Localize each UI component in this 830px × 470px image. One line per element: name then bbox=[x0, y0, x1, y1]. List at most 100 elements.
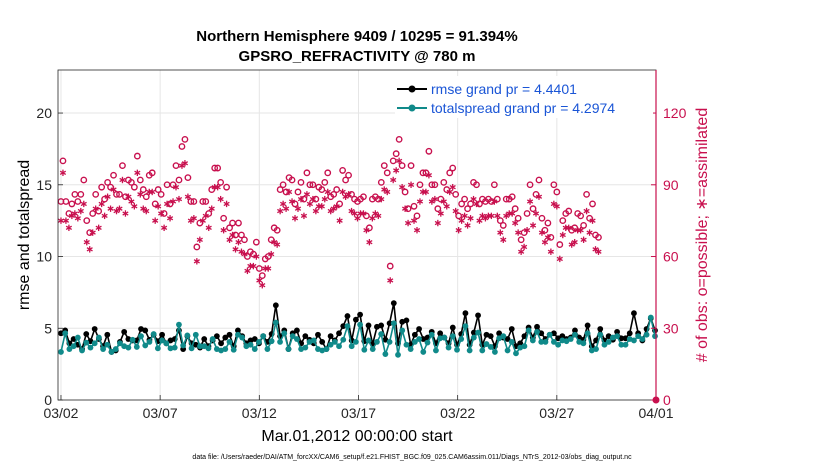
obs-assimilated-point bbox=[229, 231, 236, 239]
obs-possible-point bbox=[425, 147, 433, 155]
asterisk-stroke bbox=[232, 247, 239, 252]
y-right-tick-label: 120 bbox=[663, 105, 687, 121]
obs-possible-point bbox=[258, 272, 266, 280]
obs-possible-point bbox=[392, 150, 400, 158]
obs-assimilated-point bbox=[256, 277, 263, 284]
obs-possible-point bbox=[407, 162, 415, 170]
asterisk-stroke bbox=[369, 216, 376, 221]
obs-assimilated-point bbox=[128, 198, 135, 205]
y-axis-left-label: rmse and totalspread bbox=[16, 160, 33, 310]
totalspread-point bbox=[125, 344, 132, 351]
obs-assimilated-point bbox=[360, 210, 367, 217]
obs-possible-point bbox=[440, 178, 448, 186]
asterisk-stroke bbox=[396, 158, 403, 164]
asterisk-stroke bbox=[553, 204, 560, 209]
obs-assimilated-point bbox=[226, 236, 233, 243]
asterisk-stroke bbox=[149, 189, 156, 195]
asterisk-stroke bbox=[184, 194, 192, 199]
asterisk-stroke bbox=[407, 182, 415, 187]
totalspread-point bbox=[256, 338, 262, 345]
asterisk-stroke bbox=[288, 199, 296, 204]
obs-assimilated-point bbox=[265, 265, 272, 272]
obs-possible-point bbox=[473, 181, 480, 189]
obs-assimilated-point bbox=[336, 217, 343, 224]
totalspread-point bbox=[652, 333, 658, 340]
obs-assimilated-point bbox=[458, 217, 465, 224]
rmse-point bbox=[357, 311, 363, 318]
obs-assimilated-point bbox=[259, 282, 266, 289]
totalspread-point bbox=[133, 344, 140, 350]
totalspread-point bbox=[374, 338, 380, 345]
obs-assimilated-point bbox=[455, 227, 462, 234]
asterisk-stroke bbox=[390, 177, 397, 183]
asterisk-stroke bbox=[595, 249, 602, 254]
totalspread-point bbox=[647, 314, 654, 321]
data-file-footer: data file: /Users/raeder/DAI/ATM_forcXX/… bbox=[192, 454, 632, 461]
asterisk-stroke bbox=[515, 230, 522, 235]
obs-possible-point bbox=[538, 214, 546, 222]
totalspread-point bbox=[622, 341, 629, 348]
obs-possible-point bbox=[321, 178, 329, 186]
asterisk-stroke bbox=[393, 168, 400, 173]
asterisk-stroke bbox=[193, 259, 200, 264]
asterisk-stroke bbox=[74, 216, 81, 221]
totalspread-point bbox=[462, 323, 469, 330]
obs-assimilated-point bbox=[494, 212, 501, 220]
asterisk-stroke bbox=[214, 185, 221, 190]
totalspread-point bbox=[323, 346, 330, 352]
obs-possible-point bbox=[157, 190, 165, 198]
rmse-point bbox=[475, 312, 481, 319]
x-tick-label: 03/27 bbox=[539, 405, 574, 421]
totalspread-point bbox=[504, 347, 511, 354]
totalspread-point bbox=[222, 346, 229, 352]
obs-possible-point bbox=[62, 198, 70, 205]
asterisk-stroke bbox=[98, 201, 105, 207]
rmse-point bbox=[411, 331, 418, 338]
asterisk-stroke bbox=[169, 199, 177, 204]
obs-assimilated-point bbox=[449, 183, 456, 191]
obs-possible-point bbox=[116, 190, 123, 198]
asterisk-stroke bbox=[280, 201, 287, 207]
rmse-point bbox=[352, 316, 359, 323]
rmse-point bbox=[508, 326, 515, 332]
asterisk-stroke bbox=[62, 218, 70, 223]
asterisk-stroke bbox=[199, 218, 206, 223]
rmse-point bbox=[251, 336, 258, 342]
asterisk-stroke bbox=[479, 213, 486, 219]
totalspread-point bbox=[171, 344, 178, 351]
totalspread-point bbox=[407, 346, 414, 352]
asterisk-stroke bbox=[244, 268, 251, 274]
totalspread-point bbox=[542, 338, 549, 345]
totalspread-point bbox=[184, 332, 191, 339]
totalspread-point bbox=[348, 343, 355, 350]
totalspread-point bbox=[572, 331, 578, 338]
obs-possible-point bbox=[464, 205, 471, 213]
totalspread-point bbox=[95, 334, 102, 341]
obs-assimilated-point bbox=[193, 258, 200, 265]
rmse-point bbox=[572, 327, 578, 334]
asterisk-stroke bbox=[71, 211, 78, 216]
obs-possible-point bbox=[235, 219, 242, 227]
totalspread-point bbox=[104, 341, 111, 348]
obs-assimilated-point bbox=[384, 188, 391, 196]
obs-possible-point bbox=[318, 186, 326, 193]
totalspread-point bbox=[382, 351, 389, 357]
totalspread-point bbox=[180, 342, 187, 349]
obs-possible-point bbox=[130, 183, 138, 191]
totalspread-point bbox=[403, 341, 410, 348]
asterisk-stroke bbox=[285, 189, 293, 195]
asterisk-stroke bbox=[589, 218, 596, 223]
asterisk-stroke bbox=[294, 206, 302, 211]
obs-possible-point bbox=[252, 238, 260, 246]
asterisk-stroke bbox=[309, 196, 316, 202]
asterisk-stroke bbox=[410, 218, 418, 223]
obs-assimilated-point bbox=[250, 262, 257, 270]
totalspread-point bbox=[146, 338, 153, 345]
totalspread-point bbox=[399, 327, 406, 334]
obs-possible-point bbox=[377, 178, 385, 186]
obs-possible-point bbox=[294, 188, 302, 196]
asterisk-stroke bbox=[59, 170, 67, 175]
asterisk-stroke bbox=[583, 208, 590, 214]
totalspread-point bbox=[550, 338, 557, 345]
asterisk-stroke bbox=[223, 201, 230, 207]
